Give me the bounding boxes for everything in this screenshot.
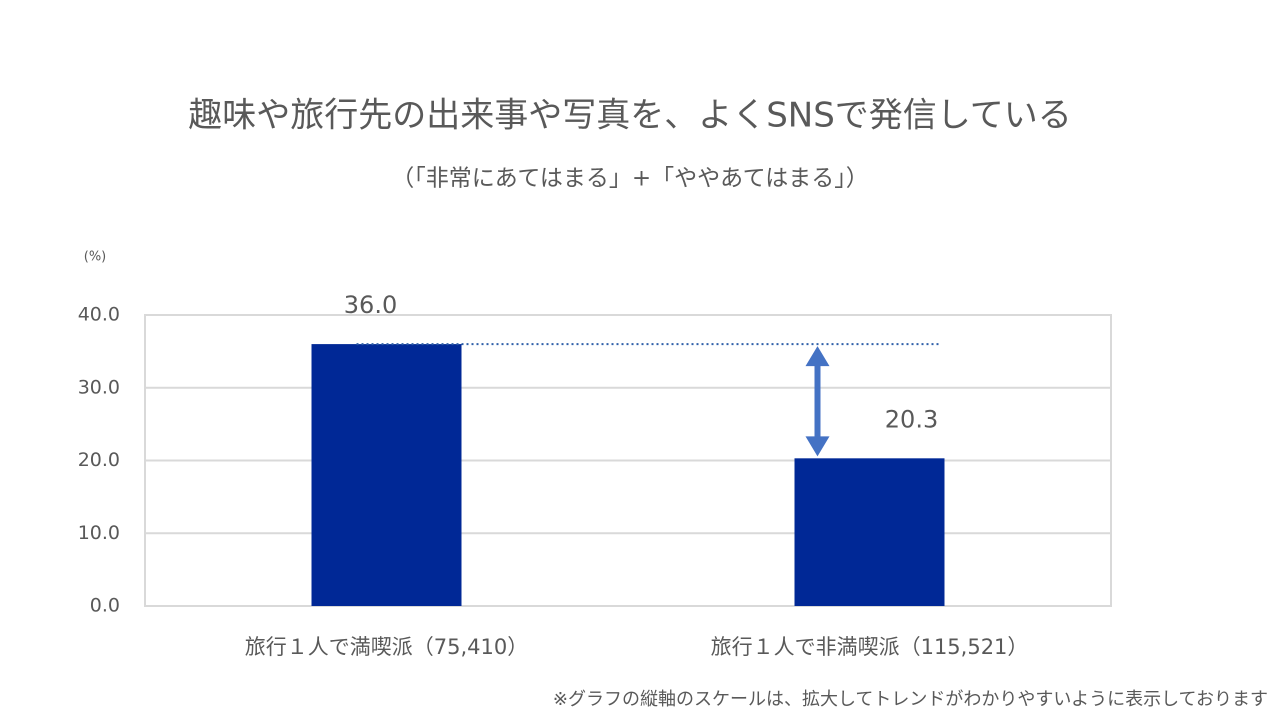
y-tick-label: 30.0 xyxy=(78,376,120,398)
difference-arrow-head xyxy=(805,346,830,367)
chart-subtitle: （「非常にあてはまる」+「ややあてはまる」） xyxy=(391,166,868,192)
value-label: 36.0 xyxy=(344,291,397,319)
value-label: 20.3 xyxy=(885,405,938,433)
footnote: ※グラフの縦軸のスケールは、拡大してトレンドがわかりやすいように表示しております xyxy=(553,689,1268,710)
bar xyxy=(794,458,945,606)
difference-arrow-head xyxy=(805,436,830,457)
x-tick-label: 旅行１人で非満喫派（115,521） xyxy=(711,635,1029,659)
y-axis-label: (%) xyxy=(84,250,107,265)
y-tick-label: 20.0 xyxy=(78,449,120,471)
y-tick-label: 0.0 xyxy=(90,595,120,617)
chart-title: 趣味や旅行先の出来事や写真を、よくSNSで発信している xyxy=(188,96,1072,136)
y-tick-label: 10.0 xyxy=(78,522,120,544)
x-tick-label: 旅行１人で満喫派（75,410） xyxy=(245,635,528,659)
plot-border xyxy=(144,314,1112,607)
y-tick-label: 40.0 xyxy=(78,304,120,326)
bar xyxy=(311,344,462,606)
